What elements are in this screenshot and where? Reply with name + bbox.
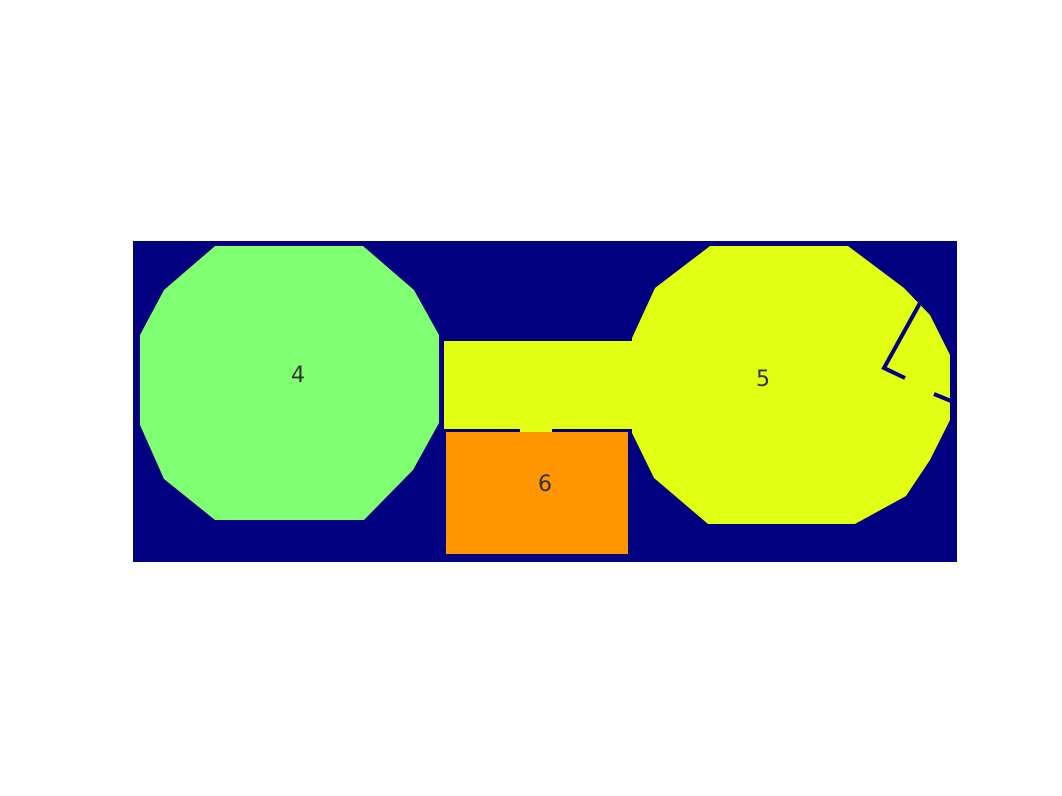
region-6-label: 6 bbox=[538, 472, 552, 497]
region-5-shape bbox=[632, 246, 950, 524]
region-5-wall bbox=[881, 302, 922, 380]
corridor-notch bbox=[520, 426, 552, 432]
region-6-shape bbox=[446, 432, 628, 554]
region-4-shape bbox=[140, 246, 439, 520]
region-4-label: 4 bbox=[291, 363, 305, 388]
region-5-wall-stub bbox=[933, 392, 952, 403]
region-5-label: 5 bbox=[756, 367, 770, 392]
corridor-region bbox=[444, 341, 634, 429]
